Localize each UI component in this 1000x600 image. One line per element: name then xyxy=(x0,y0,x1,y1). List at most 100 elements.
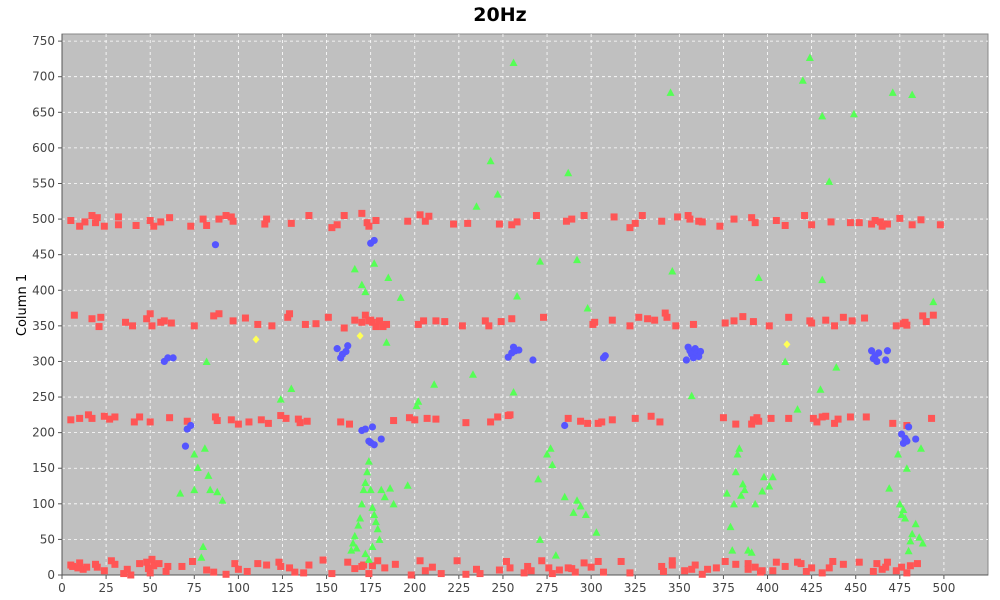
data-point-triangle xyxy=(573,496,582,504)
data-point-square xyxy=(591,318,599,326)
data-point-square xyxy=(721,319,729,327)
data-point-square xyxy=(834,415,842,423)
y-tick-label: 100 xyxy=(32,497,55,511)
data-point-square xyxy=(626,322,634,330)
data-point-triangle xyxy=(904,546,913,555)
data-point-square xyxy=(391,560,399,568)
data-point-square xyxy=(744,565,752,573)
x-tick-label: 100 xyxy=(227,581,250,595)
data-point-square xyxy=(610,213,618,221)
data-point-square xyxy=(658,562,666,570)
data-point-square xyxy=(222,212,230,220)
data-point-square xyxy=(111,413,119,421)
data-point-square xyxy=(719,414,727,422)
data-point-square xyxy=(97,313,105,321)
data-point-square xyxy=(264,419,272,427)
data-point-square xyxy=(120,570,128,578)
data-point-triangle xyxy=(403,481,412,489)
data-point-triangle xyxy=(509,388,518,396)
data-point-triangle xyxy=(396,293,405,301)
data-point-square xyxy=(423,414,431,422)
data-point-square xyxy=(520,569,528,577)
data-point-square xyxy=(672,322,680,330)
data-point-square xyxy=(769,567,777,575)
x-tick-label: 25 xyxy=(98,581,113,595)
data-point-square xyxy=(76,559,84,567)
data-point-triangle xyxy=(576,501,585,510)
data-point-square xyxy=(420,317,428,325)
data-point-circle xyxy=(377,435,385,443)
data-point-square xyxy=(67,217,75,225)
data-point-triangle xyxy=(543,449,552,458)
data-point-square xyxy=(93,214,101,222)
data-point-square xyxy=(257,416,265,424)
data-point-triangle xyxy=(377,485,386,494)
data-point-square xyxy=(626,224,634,232)
data-point-triangle xyxy=(906,536,915,545)
data-point-triangle xyxy=(735,444,744,452)
data-point-square xyxy=(684,212,692,220)
data-point-square xyxy=(540,313,548,321)
data-point-square xyxy=(564,564,572,572)
data-point-square xyxy=(617,557,625,565)
data-point-triangle xyxy=(213,487,222,496)
data-point-square xyxy=(458,322,466,330)
data-point-circle xyxy=(164,354,172,362)
data-point-square xyxy=(107,557,115,565)
data-point-square xyxy=(462,570,470,578)
data-point-square xyxy=(148,322,156,330)
data-point-triangle xyxy=(356,514,365,522)
data-point-square xyxy=(275,558,283,566)
data-point-triangle xyxy=(430,380,439,388)
data-point-square xyxy=(818,569,826,577)
data-point-square xyxy=(472,565,480,573)
data-point-square xyxy=(892,567,900,575)
data-point-square xyxy=(100,222,108,230)
x-tick-label: 500 xyxy=(932,581,955,595)
data-point-square xyxy=(83,563,91,571)
data-point-square xyxy=(368,318,376,326)
data-points xyxy=(67,53,944,579)
data-point-square xyxy=(903,569,911,577)
data-point-triangle xyxy=(287,384,296,392)
data-point-triangle xyxy=(726,522,735,531)
data-point-square xyxy=(210,568,218,576)
data-point-square xyxy=(76,414,84,422)
data-point-square xyxy=(365,570,373,578)
data-point-square xyxy=(635,313,643,321)
data-point-square xyxy=(130,418,138,426)
data-point-square xyxy=(822,412,830,420)
data-point-square xyxy=(215,310,223,318)
data-point-square xyxy=(328,570,336,578)
data-point-triangle xyxy=(885,484,894,492)
data-point-triangle xyxy=(202,357,211,365)
data-point-circle xyxy=(883,347,892,355)
data-point-triangle xyxy=(818,275,827,284)
data-point-triangle xyxy=(361,549,370,558)
data-point-square xyxy=(502,557,510,565)
x-tick-label: 175 xyxy=(359,581,382,595)
data-point-square xyxy=(883,220,891,228)
data-point-square xyxy=(305,212,313,220)
data-point-square xyxy=(631,414,639,422)
data-point-square xyxy=(922,318,930,326)
x-tick-label: 425 xyxy=(800,581,823,595)
data-point-square xyxy=(74,564,82,572)
data-point-square xyxy=(282,414,290,422)
data-point-square xyxy=(146,418,154,426)
data-point-square xyxy=(358,209,366,217)
data-point-square xyxy=(758,567,766,575)
data-point-square xyxy=(495,220,503,228)
data-point-square xyxy=(751,563,759,571)
data-point-triangle xyxy=(740,485,749,494)
data-point-square xyxy=(136,560,144,568)
data-point-square xyxy=(513,218,521,226)
data-point-triangle xyxy=(204,471,213,479)
data-point-square xyxy=(716,222,724,230)
data-point-triangle xyxy=(218,496,227,504)
data-point-triangle xyxy=(888,88,897,96)
data-point-triangle xyxy=(758,487,767,495)
data-point-square xyxy=(855,219,863,227)
data-point-square xyxy=(873,560,881,568)
data-point-square xyxy=(344,558,352,566)
